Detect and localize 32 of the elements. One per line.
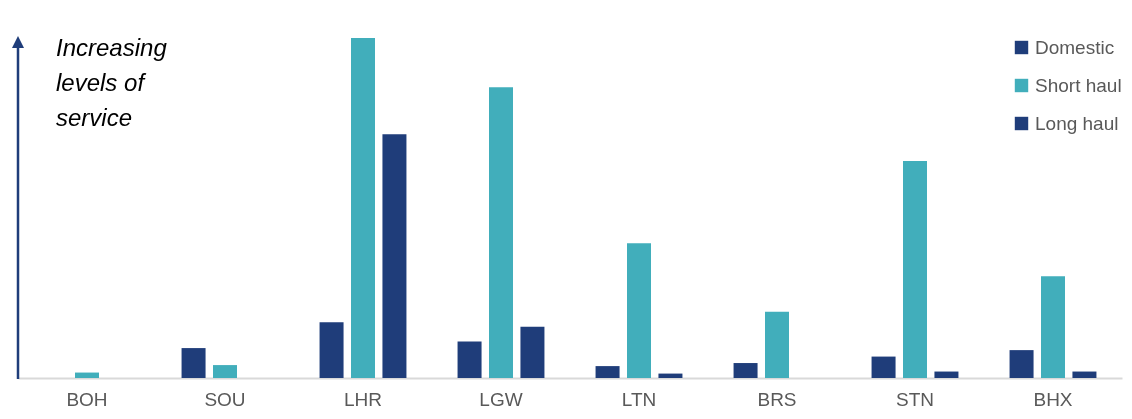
bar	[627, 243, 651, 378]
legend-label: Long haul	[1035, 112, 1119, 134]
bar	[871, 356, 896, 378]
x-tick-label: SOU	[204, 388, 246, 410]
bar	[457, 341, 482, 378]
bar	[903, 161, 927, 378]
x-tick-label: LTN	[621, 388, 657, 410]
x-tick-label: LHR	[343, 388, 383, 410]
x-tick-label: BHX	[1033, 388, 1073, 410]
bar	[595, 366, 620, 378]
bar	[382, 134, 407, 378]
bar	[351, 38, 375, 378]
x-tick-label: LGW	[479, 388, 523, 410]
x-tick-label: BRS	[757, 388, 797, 410]
bar	[520, 326, 545, 378]
annotation: Increasing levels of service	[56, 33, 168, 133]
bar	[765, 311, 789, 378]
legend-label: Domestic	[1035, 36, 1115, 58]
legend-label: Short haul	[1035, 74, 1122, 96]
bar	[934, 371, 959, 378]
bar	[658, 373, 683, 378]
bar	[1041, 276, 1065, 378]
bar	[75, 372, 99, 378]
bar	[213, 365, 237, 378]
bar	[181, 348, 206, 378]
x-tick-label: STN	[896, 388, 934, 410]
bar	[1009, 350, 1034, 378]
bar	[733, 363, 758, 378]
bar	[1072, 371, 1097, 378]
bar	[489, 87, 513, 378]
x-tick-label: BOH	[66, 388, 108, 410]
bar	[319, 322, 344, 378]
